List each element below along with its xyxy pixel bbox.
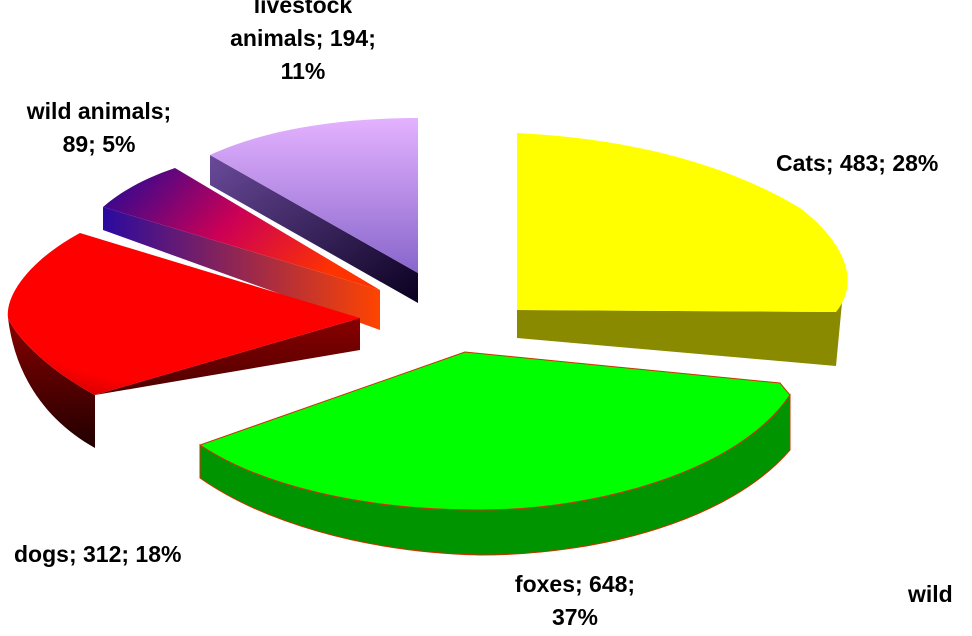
label-foxes: foxes; 648; 37%	[514, 571, 636, 630]
slice-dogs	[7, 233, 361, 395]
label-cats: Cats; 483; 28%	[776, 150, 939, 176]
label-cut-off: wild	[908, 581, 953, 607]
slice-wild-side	[103, 207, 380, 330]
label-livestock-animals: livestock animals; 194; 11%	[230, 0, 376, 84]
slice-wild-animals	[103, 168, 380, 290]
slice-cats	[517, 133, 848, 312]
slice-cats-side	[517, 292, 843, 366]
slice-livestock-side	[210, 155, 418, 303]
slice-livestock-animals	[210, 118, 418, 273]
label-dogs: dogs; 312; 18%	[14, 541, 182, 567]
slice-foxes	[198, 351, 791, 511]
label-wild-animals: wild animals; 89; 5%	[26, 98, 172, 157]
slice-dogs-side	[8, 318, 360, 448]
